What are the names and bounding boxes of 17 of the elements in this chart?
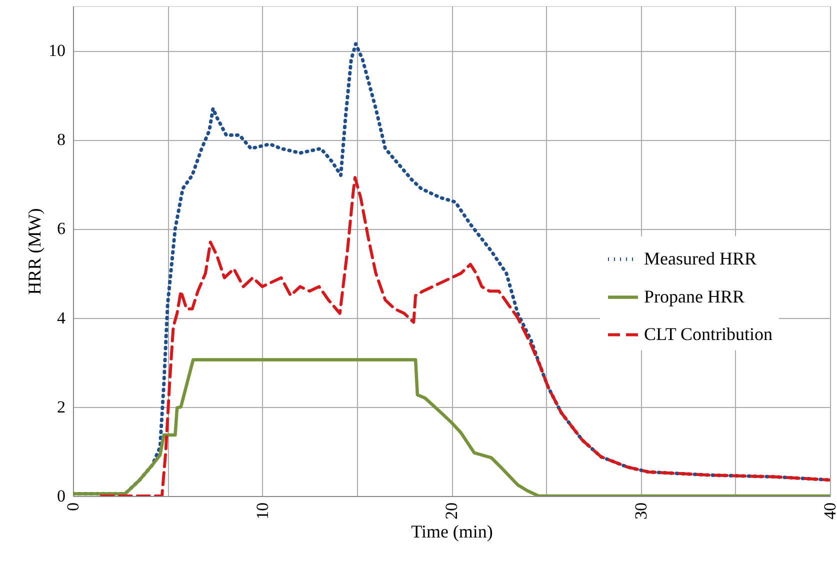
legend-label: Propane HRR: [644, 286, 744, 306]
x-tick-label: 30: [631, 502, 650, 520]
x-tick-label: 40: [820, 502, 837, 520]
x-tick-label: 20: [442, 502, 461, 520]
y-axis-title: HRR (MW): [24, 208, 44, 295]
x-axis-title: Time (min): [411, 522, 493, 542]
y-tick-label: 0: [57, 486, 66, 506]
x-tick-label: 0: [64, 502, 82, 511]
y-tick-label: 6: [57, 219, 66, 238]
x-tick-label: 10: [252, 502, 272, 520]
legend-label: CLT Contribution: [644, 324, 773, 344]
legend-label: Measured HRR: [644, 248, 756, 268]
y-tick-label: 8: [57, 130, 66, 150]
y-tick-label: 10: [48, 41, 66, 60]
y-tick-label: 2: [57, 397, 66, 416]
line-series: [100, 176, 830, 496]
y-tick-label: 4: [57, 308, 66, 328]
